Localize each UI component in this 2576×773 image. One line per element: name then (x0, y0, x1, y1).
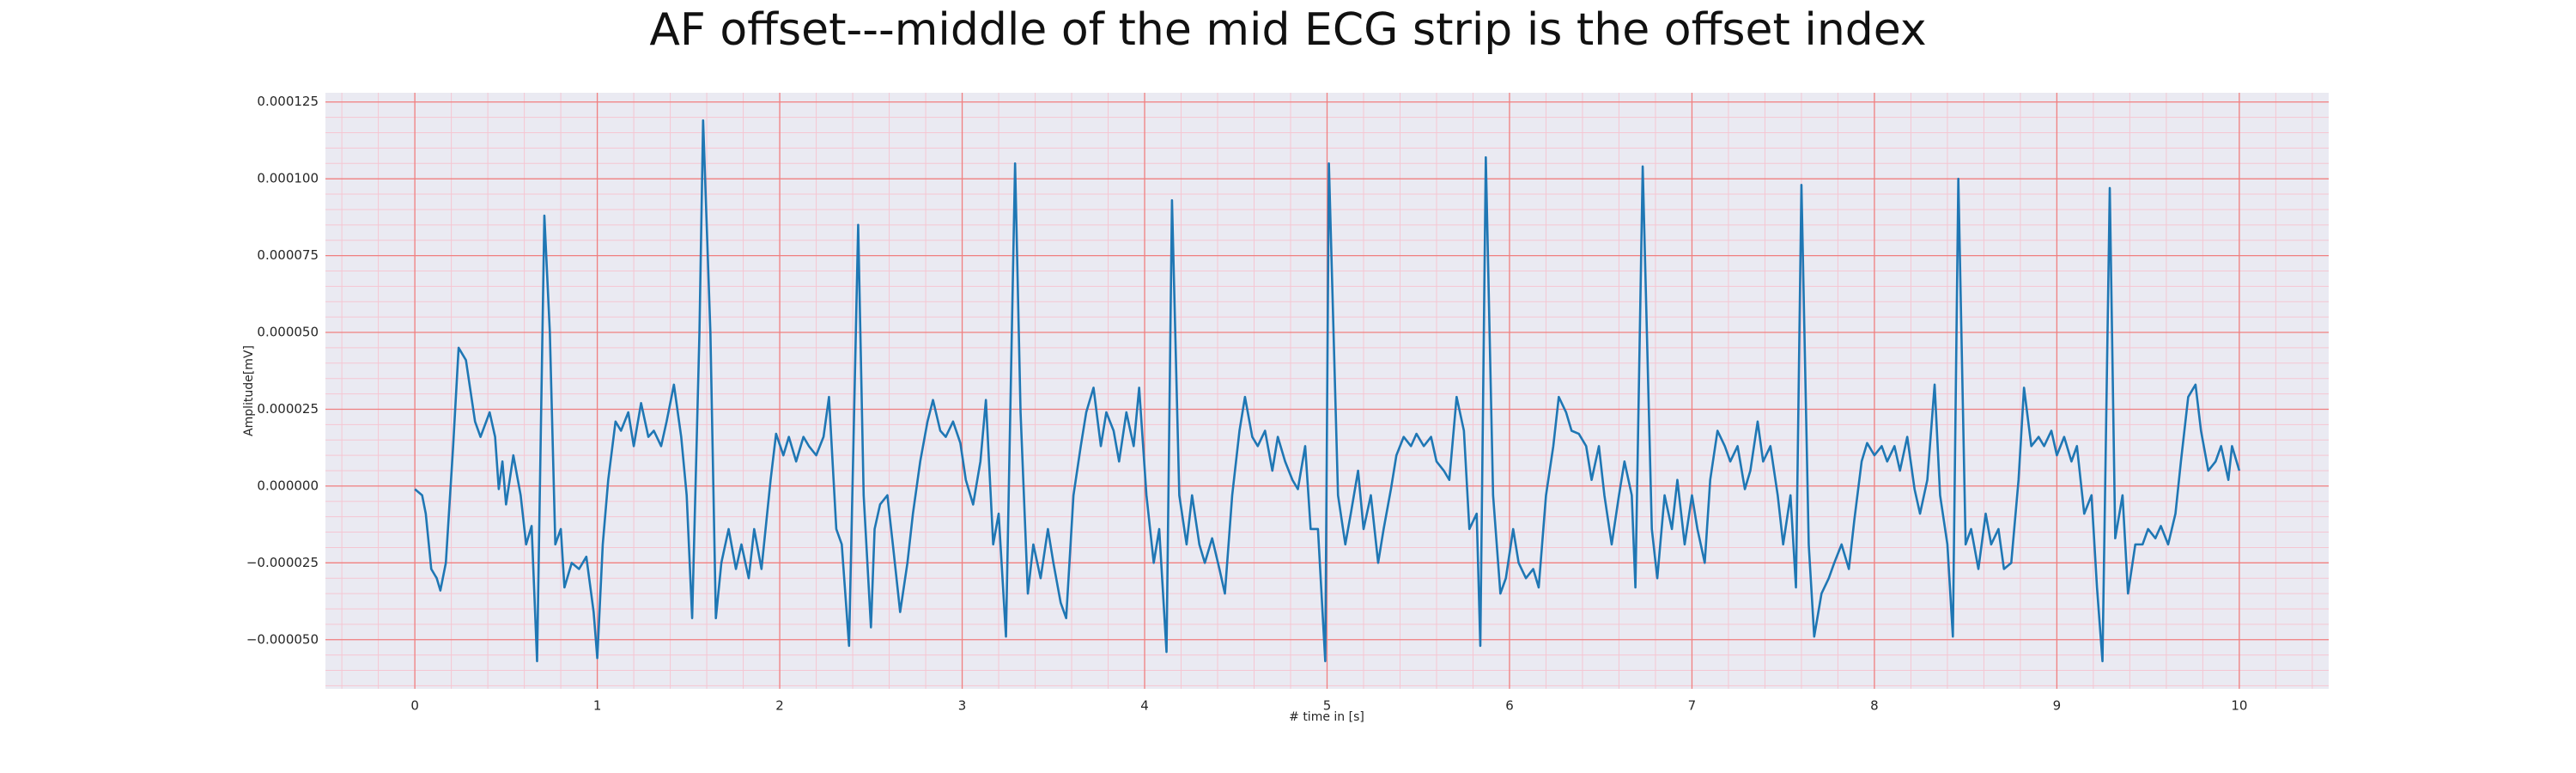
x-tick-label: 0 (410, 698, 419, 714)
y-tick-label: −0.000050 (246, 631, 319, 647)
chart-title: AF offset---middle of the mid ECG strip … (649, 4, 1926, 56)
y-axis-label: Amplitude[mV] (242, 345, 256, 436)
y-tick-label: −0.000025 (246, 555, 319, 570)
x-tick-label: 6 (1505, 698, 1514, 714)
ecg-line (414, 119, 2241, 663)
x-tick-label: 9 (2053, 698, 2062, 714)
y-tick-label: 0.000050 (257, 325, 319, 340)
y-tick-label: 0.000025 (257, 401, 319, 417)
x-tick-label: 3 (958, 698, 967, 714)
y-tick-label: 0.000000 (257, 478, 319, 493)
y-tick-label: 0.000100 (257, 171, 319, 186)
x-tick-label: 7 (1688, 698, 1697, 714)
y-tick-label: 0.000075 (257, 247, 319, 263)
plot-marks (414, 119, 2241, 663)
y-tick-label: 0.000125 (257, 94, 319, 109)
x-tick-label: 2 (775, 698, 784, 714)
x-tick-label: 4 (1140, 698, 1149, 714)
x-tick-label: 8 (1870, 698, 1879, 714)
x-tick-label: 5 (1323, 698, 1332, 714)
x-axis-label: # time in [s] (1289, 710, 1364, 724)
x-tick-label: 1 (593, 698, 602, 714)
x-tick-label: 10 (2231, 698, 2247, 714)
